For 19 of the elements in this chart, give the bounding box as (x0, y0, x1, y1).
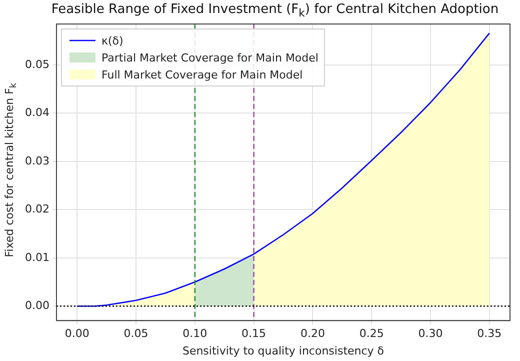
y-tick-label: 0.01 (24, 250, 50, 264)
y-tick-label: 0.04 (24, 106, 50, 120)
x-tick-label: 0.00 (64, 327, 90, 340)
x-axis-title: Sensitivity to quality inconsistency δ (182, 344, 384, 358)
x-tick-label: 0.25 (359, 327, 384, 340)
x-tick-label: 0.35 (477, 327, 502, 340)
x-tick-label: 0.15 (242, 327, 266, 340)
legend-label: Partial Market Coverage for Main Model (101, 51, 318, 64)
y-tick-label: 0.03 (24, 154, 50, 168)
legend-label: Full Market Coverage for Main Model (101, 68, 303, 82)
y-tick-label: 0.02 (24, 202, 50, 216)
chart-title: Feasible Range of Fixed Investment (F$_{k}$) for Central Kitchen Adoption (50, 2, 500, 20)
y-tick-label: 0.05 (24, 58, 50, 71)
x-tick-label: 0.05 (124, 327, 148, 340)
y-tick-label: 0.00 (24, 298, 50, 312)
legend-label: κ(δ) (101, 34, 124, 48)
x-tick-label: 0.20 (300, 327, 325, 340)
x-tick-label: 0.10 (182, 327, 208, 340)
x-tick-label: 0.30 (418, 327, 443, 340)
